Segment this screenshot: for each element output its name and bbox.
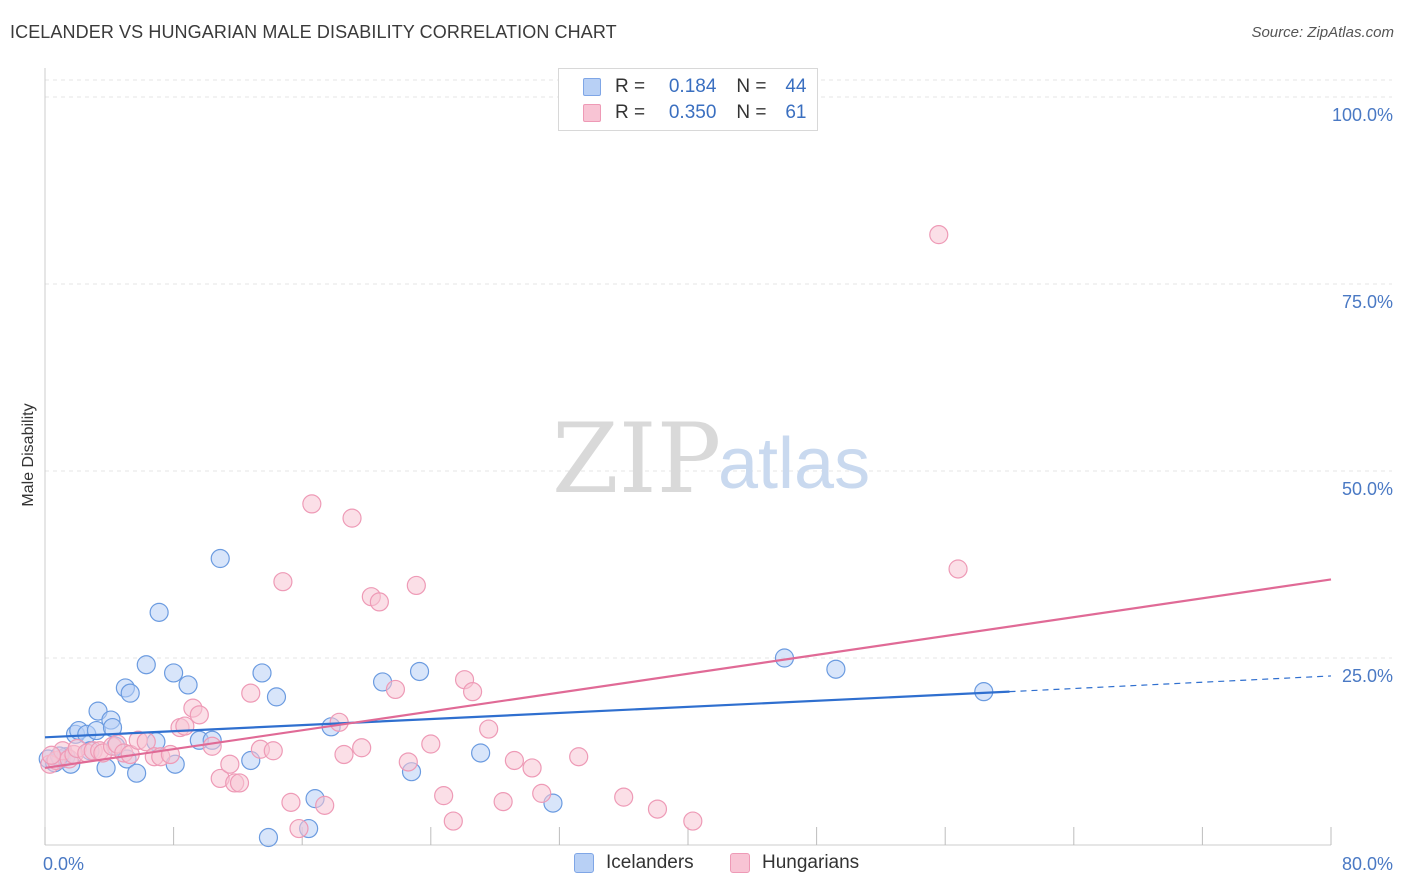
legend-n-value: 61 [785,102,807,123]
trend-line-icelanders [44,690,1010,739]
data-point [266,687,287,707]
trend-line-hungarians [44,578,1332,770]
data-point [263,741,283,761]
data-point [369,592,389,612]
x-tick-label: 80.0% [1342,854,1393,874]
legend-r-value: 0.350 [668,102,717,123]
data-point [948,559,968,579]
data-point [127,763,147,783]
data-point [210,548,230,569]
chart-title: ICELANDER VS HUNGARIAN MALE DISABILITY C… [10,22,617,42]
legend-r-label: R = [615,102,646,123]
data-point [493,792,513,812]
data-point [252,663,272,683]
data-point [352,738,372,758]
legend-row-icelanders: R = 0.184 N = 44 [583,75,807,99]
series-legend: Icelanders Hungarians [0,852,1406,878]
legend-r-label: R = [615,76,646,97]
watermark-zip: ZIP [552,403,721,515]
legend: R = 0.184 N = 44 R = 0.350 N = 61 [558,68,818,131]
watermark: ZIP atlas [552,403,870,515]
data-point [421,734,441,754]
y-tick-label: 100.0% [1332,105,1393,125]
data-point [342,508,362,528]
data-point [189,705,209,725]
data-point [569,747,589,767]
data-point [409,661,430,682]
trend-line-extension [1009,675,1332,693]
legend-n-value: 44 [785,76,807,97]
data-point [471,743,491,763]
tick-labels: 25.0% 50.0% 75.0% 100.0% 0.0% 80.0% [43,105,1393,874]
series-swatch-icelanders [574,853,594,873]
series-hungarians-points [40,225,968,839]
data-point [241,683,261,703]
data-point [443,811,463,831]
series-legend-icelanders: Icelanders [574,852,694,874]
legend-swatch-icelanders [583,78,601,96]
data-point [202,736,222,756]
data-point [281,792,301,812]
legend-n-label: N = [736,102,767,123]
y-tick-label: 25.0% [1342,666,1393,686]
data-point [220,754,240,774]
data-point [229,773,250,793]
data-point [315,795,335,815]
data-point [504,750,524,771]
y-tick-label: 50.0% [1342,479,1393,499]
data-point [647,799,668,819]
watermark-atlas: atlas [718,424,870,504]
data-point [120,683,140,703]
data-point [479,719,499,739]
series-label-hungarians: Hungarians [762,852,860,873]
data-point [434,786,454,806]
data-point [826,659,846,679]
series-label-icelanders: Icelanders [606,852,694,873]
data-point [178,675,198,695]
legend-r-value: 0.184 [668,76,717,97]
data-point [614,787,634,807]
series-swatch-hungarians [730,853,750,873]
legend-row-hungarians: R = 0.350 N = 61 [583,101,807,125]
data-point [385,679,406,700]
y-axis-label: Male Disability [20,403,37,506]
data-point [462,682,483,702]
data-point [398,752,418,772]
data-points [38,225,994,848]
series-legend-hungarians: Hungarians [730,852,859,874]
data-point [149,602,169,622]
trend-lines [44,578,1332,770]
legend-n-label: N = [736,76,767,97]
data-point [302,494,322,514]
data-point [289,818,309,839]
data-point [164,663,184,683]
data-point [41,745,62,765]
grid-lines [45,79,1392,659]
x-tick-label: 0.0% [43,854,84,874]
data-point [258,827,279,848]
data-point [929,225,949,245]
data-point [406,575,426,596]
data-point [522,758,542,778]
data-point [683,811,703,831]
data-point [273,572,293,592]
source-label: Source: ZipAtlas.com [1251,24,1394,41]
legend-swatch-hungarians [583,104,601,122]
y-tick-label: 75.0% [1342,292,1393,312]
data-point [532,783,552,803]
data-point [136,655,156,675]
data-point [334,744,354,765]
